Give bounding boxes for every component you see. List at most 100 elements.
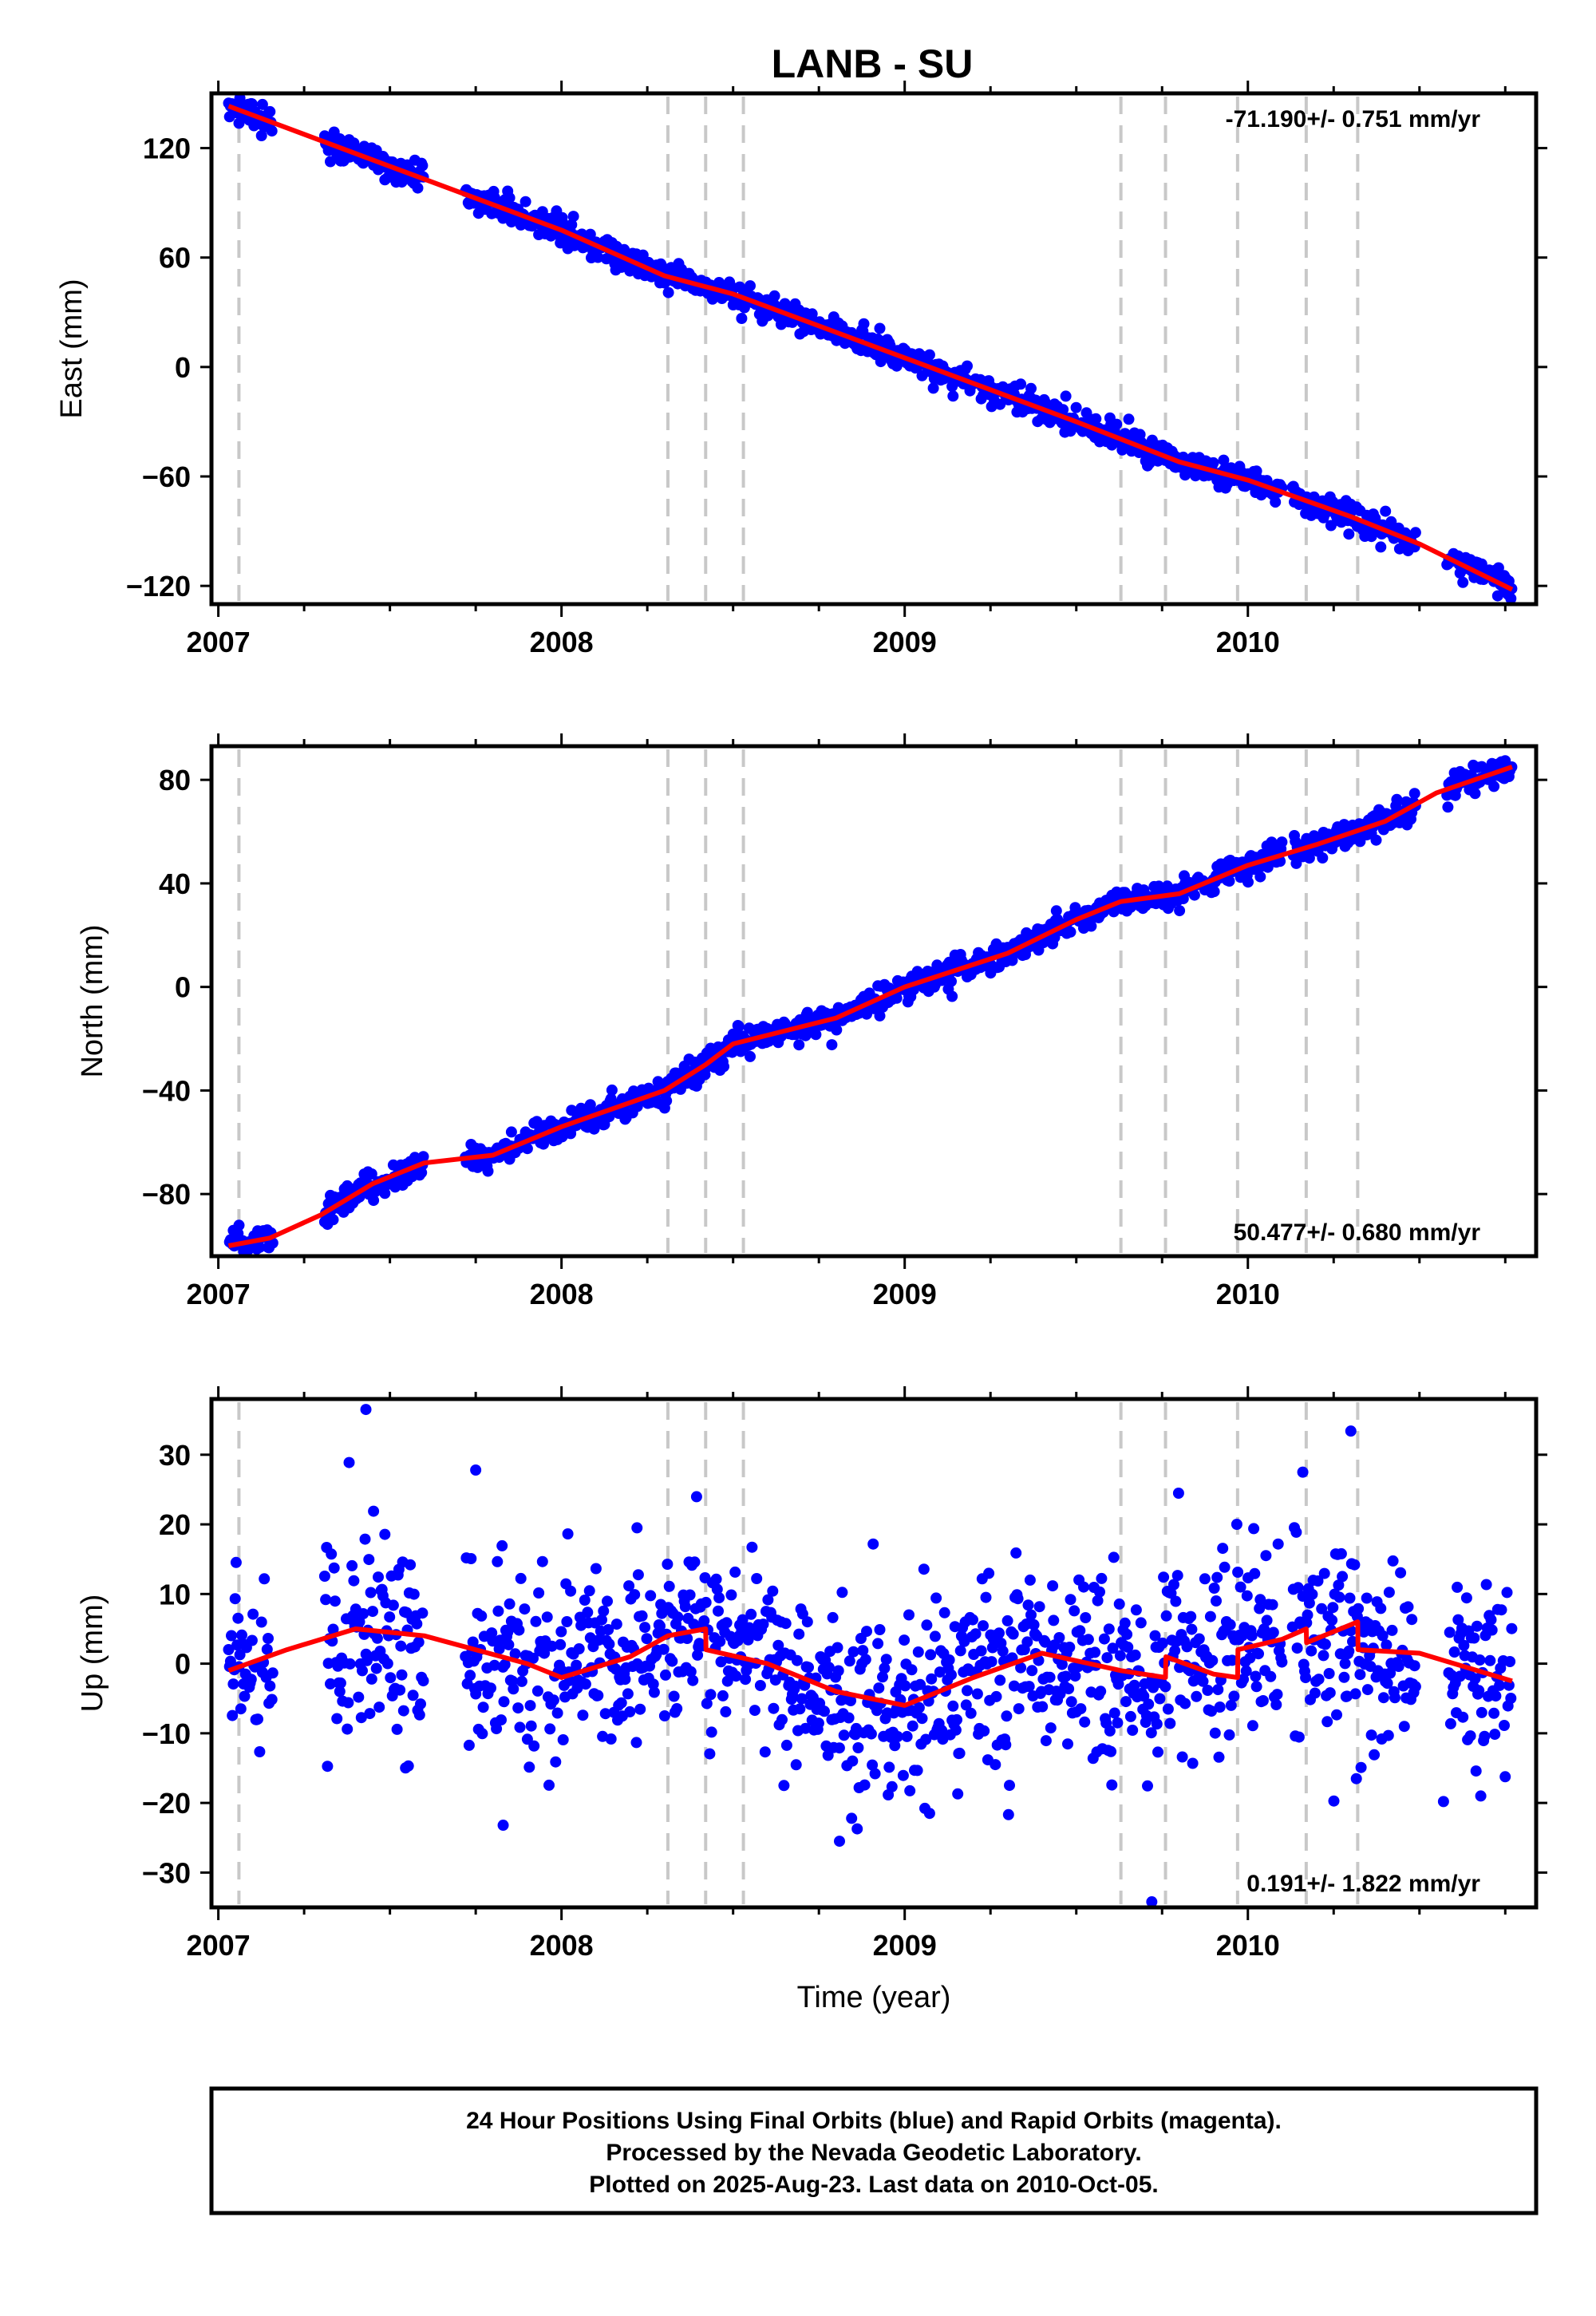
east-rate-label: -71.190+/- 0.751 mm/yr bbox=[1226, 106, 1481, 132]
east-point-43 bbox=[264, 105, 276, 117]
up-point-397 bbox=[710, 1573, 722, 1585]
north-point-885 bbox=[1188, 889, 1200, 901]
east-point-1133 bbox=[1457, 576, 1469, 588]
up-point-40 bbox=[264, 1680, 276, 1692]
up-point-842 bbox=[1143, 1698, 1155, 1710]
up-outlier-point-2 bbox=[631, 1522, 643, 1534]
east-point-732 bbox=[1025, 382, 1037, 394]
up-point-1083 bbox=[1386, 1624, 1398, 1636]
up-point-180 bbox=[492, 1555, 504, 1567]
east-y-tick-label: 120 bbox=[143, 132, 191, 165]
up-point-187 bbox=[498, 1696, 510, 1708]
east-point-1182 bbox=[1505, 593, 1517, 604]
up-point-122 bbox=[394, 1684, 406, 1696]
east-point-769 bbox=[1060, 390, 1072, 402]
up-point-593 bbox=[903, 1609, 915, 1621]
up-point-53 bbox=[328, 1562, 340, 1574]
east-point-45 bbox=[266, 125, 278, 137]
up-point-962 bbox=[1260, 1550, 1272, 1562]
up-point-1169 bbox=[1504, 1656, 1516, 1667]
up-point-915 bbox=[1214, 1701, 1226, 1713]
up-point-167 bbox=[477, 1701, 489, 1713]
up-point-214 bbox=[525, 1720, 537, 1732]
up-point-234 bbox=[547, 1694, 559, 1706]
up-point-697 bbox=[1001, 1614, 1013, 1626]
up-point-177 bbox=[488, 1659, 500, 1671]
up-point-938 bbox=[1238, 1674, 1250, 1686]
up-point-1086 bbox=[1389, 1692, 1400, 1704]
up-point-12 bbox=[234, 1649, 246, 1661]
up-point-692 bbox=[997, 1645, 1009, 1657]
up-point-793 bbox=[1096, 1572, 1108, 1584]
up-point-772 bbox=[1074, 1625, 1086, 1637]
up-point-501 bbox=[812, 1717, 824, 1729]
east-point-286 bbox=[592, 251, 604, 263]
up-point-718 bbox=[1022, 1599, 1034, 1611]
up-point-763 bbox=[1065, 1696, 1077, 1708]
north-rate-label: 50.477+/- 0.680 mm/yr bbox=[1234, 1219, 1481, 1246]
east-point-278 bbox=[584, 228, 596, 240]
up-point-798 bbox=[1101, 1652, 1113, 1664]
up-point-41 bbox=[266, 1694, 278, 1705]
up-point-914 bbox=[1213, 1751, 1225, 1763]
east-x-tick-label: 2008 bbox=[530, 626, 594, 658]
up-point-212 bbox=[523, 1761, 535, 1773]
up-point-594 bbox=[904, 1784, 916, 1796]
up-point-56 bbox=[331, 1713, 343, 1725]
up-point-1130 bbox=[1464, 1730, 1476, 1742]
up-point-828 bbox=[1129, 1649, 1141, 1661]
up-point-236 bbox=[550, 1756, 562, 1768]
up-point-560 bbox=[869, 1768, 881, 1780]
up-point-1162 bbox=[1495, 1604, 1507, 1616]
up-point-762 bbox=[1065, 1594, 1077, 1606]
up-point-857 bbox=[1158, 1571, 1170, 1583]
up-point-1051 bbox=[1355, 1761, 1367, 1773]
up-point-259 bbox=[573, 1643, 585, 1654]
up-point-579 bbox=[889, 1740, 901, 1752]
up-point-1134 bbox=[1468, 1632, 1480, 1644]
up-point-223 bbox=[536, 1555, 548, 1567]
north-x-tick-label: 2009 bbox=[873, 1278, 937, 1310]
up-point-511 bbox=[822, 1749, 834, 1761]
up-point-1126 bbox=[1460, 1592, 1472, 1604]
north-x-tick-label: 2010 bbox=[1216, 1278, 1280, 1310]
north-point-1101 bbox=[1408, 788, 1420, 800]
north-panel: 2007 2008 2009 2010 80 40 0 −40 −80 North (mm) 50.… bbox=[76, 733, 1547, 1310]
up-outlier-point-8 bbox=[1437, 1796, 1449, 1808]
up-point-677 bbox=[983, 1567, 995, 1579]
north-point-581 bbox=[891, 992, 903, 1004]
up-point-1038 bbox=[1343, 1645, 1355, 1657]
up-point-156 bbox=[467, 1636, 479, 1648]
east-model-line bbox=[227, 104, 1514, 592]
up-point-1171 bbox=[1506, 1622, 1518, 1634]
up-point-615 bbox=[925, 1649, 937, 1661]
up-point-366 bbox=[679, 1601, 691, 1613]
up-point-1045 bbox=[1349, 1688, 1361, 1700]
up-point-297 bbox=[610, 1618, 622, 1630]
up-point-263 bbox=[577, 1709, 589, 1721]
up-point-230 bbox=[543, 1779, 555, 1791]
north-point-486 bbox=[793, 1039, 805, 1051]
info-line-1: 24 Hour Positions Using Final Orbits (bl… bbox=[466, 2108, 1282, 2134]
up-point-1044 bbox=[1349, 1559, 1361, 1571]
up-point-201 bbox=[512, 1702, 524, 1714]
up-point-17 bbox=[239, 1690, 251, 1702]
up-point-1108 bbox=[1444, 1626, 1456, 1638]
up-point-792 bbox=[1095, 1686, 1107, 1697]
up-point-1033 bbox=[1338, 1671, 1350, 1683]
north-point-638 bbox=[946, 990, 958, 1002]
up-point-1117 bbox=[1452, 1614, 1464, 1626]
east-x-tick-label: 2010 bbox=[1216, 626, 1280, 658]
up-point-309 bbox=[622, 1688, 634, 1700]
up-point-681 bbox=[986, 1642, 998, 1654]
up-point-345 bbox=[660, 1669, 671, 1681]
up-point-251 bbox=[565, 1585, 577, 1597]
up-point-1042 bbox=[1347, 1635, 1358, 1647]
up-point-834 bbox=[1135, 1617, 1147, 1629]
up-point-903 bbox=[1202, 1685, 1214, 1696]
up-point-59 bbox=[334, 1686, 346, 1697]
up-point-199 bbox=[509, 1648, 521, 1660]
up-point-643 bbox=[951, 1713, 962, 1725]
up-point-240 bbox=[555, 1638, 567, 1650]
up-point-562 bbox=[872, 1638, 884, 1650]
